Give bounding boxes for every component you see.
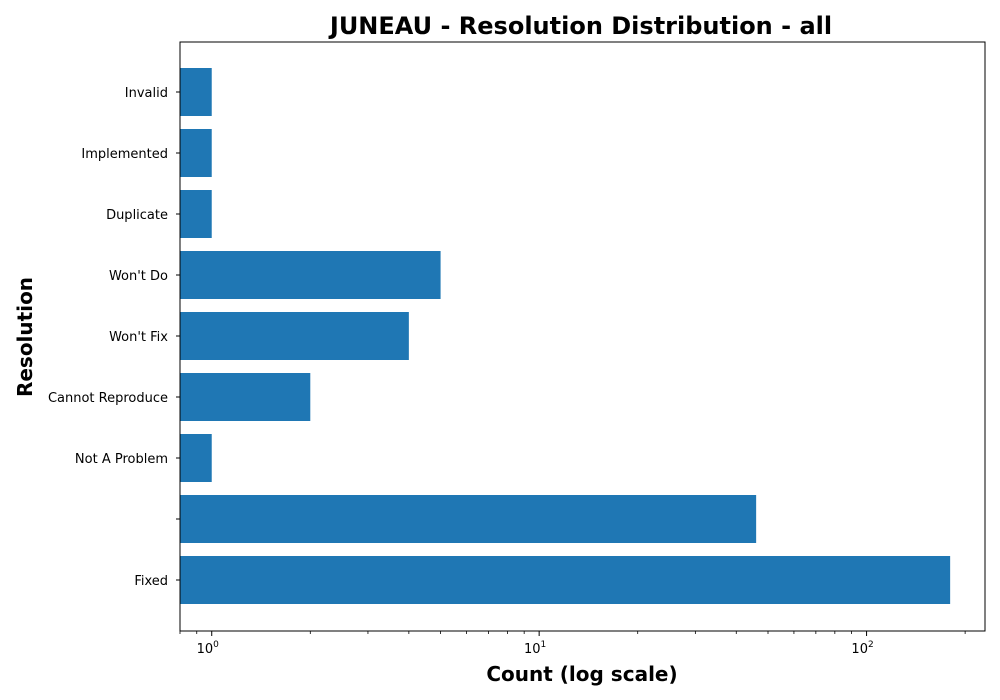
x-tick-exponent: 0 — [213, 640, 219, 650]
x-tick-label: 101 — [524, 640, 546, 657]
x-tick-base: 10 — [524, 642, 541, 657]
y-tick-label: Not A Problem — [75, 452, 168, 467]
y-axis-ticks: Fixed Not A Problem Cannot Reproduce Won't … — [48, 86, 180, 589]
bar-cannot-reproduce — [180, 373, 311, 421]
bars-group — [180, 68, 951, 604]
bar-won-t-fix — [180, 312, 409, 360]
plot-frame — [179, 41, 986, 632]
y-tick-label: Won't Do — [109, 269, 168, 284]
chart-title: JUNEAU - Resolution Distribution - all — [328, 12, 832, 40]
y-tick-label: Fixed — [134, 574, 168, 589]
x-axis-ticks: 100 101 102 — [179, 631, 966, 657]
bar-fixed — [180, 556, 951, 604]
bar-invalid — [180, 68, 212, 116]
y-tick-label: Won't Fix — [109, 330, 168, 345]
y-axis-label: Resolution — [13, 277, 37, 397]
bar-implemented — [180, 129, 212, 177]
x-tick-label: 102 — [851, 640, 873, 657]
x-tick-exponent: 1 — [541, 640, 547, 650]
x-tick-base: 10 — [197, 642, 214, 657]
bar-not-a-problem — [180, 434, 212, 482]
y-tick-label: Cannot Reproduce — [48, 391, 168, 406]
y-tick-label: Invalid — [125, 86, 168, 101]
bar-blank — [180, 495, 757, 543]
x-axis-label: Count (log scale) — [486, 662, 677, 686]
x-tick-base: 10 — [851, 642, 868, 657]
y-tick-label: Duplicate — [106, 208, 168, 223]
x-tick-exponent: 2 — [868, 640, 874, 650]
bar-won-t-do — [180, 251, 441, 299]
bar-duplicate — [180, 190, 212, 238]
x-tick-label: 100 — [197, 640, 220, 657]
y-tick-label: Implemented — [81, 147, 168, 162]
